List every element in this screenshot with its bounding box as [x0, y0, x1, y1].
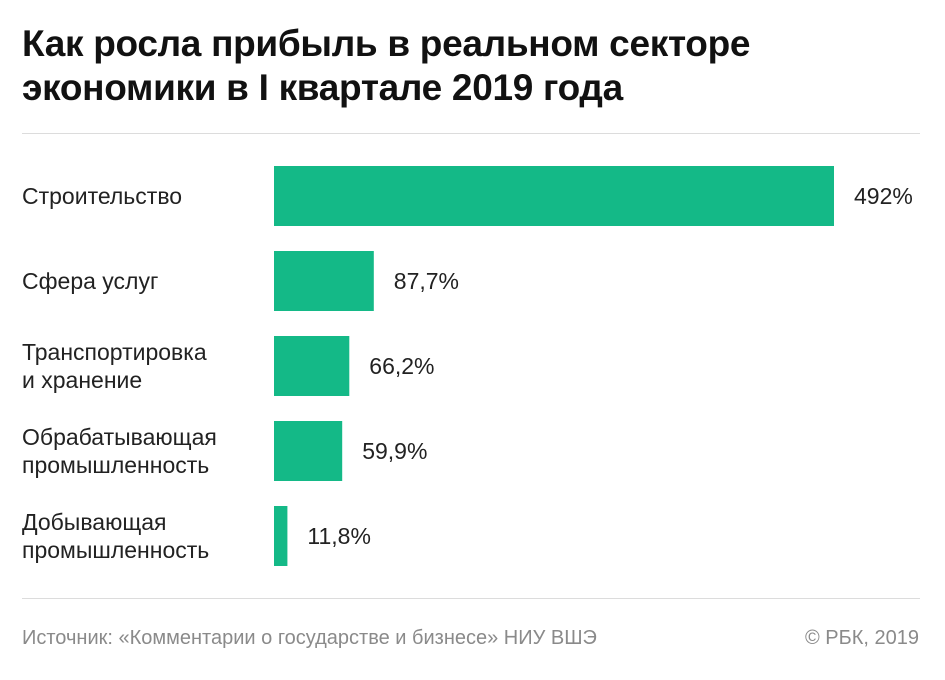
copyright-note: © РБК, 2019: [804, 627, 919, 649]
category-label-3: Обрабатывающая промышленность: [22, 424, 217, 478]
bar-0: [274, 166, 834, 226]
bar-1: [274, 251, 374, 311]
bar-3: [274, 421, 343, 481]
category-label-4: Добывающая промышленность: [22, 509, 209, 563]
top-divider: [22, 133, 920, 134]
chart-title: Как росла прибыль в реальном секторе эко…: [22, 23, 751, 108]
category-label-2: Транспортировка и хранение: [22, 339, 207, 393]
bar-4: [274, 506, 288, 566]
value-label-0: 492%: [854, 183, 913, 209]
category-label-0: Строительство: [22, 183, 182, 209]
bottom-divider: [22, 598, 920, 599]
bar-2: [274, 336, 350, 396]
value-label-2: 66,2%: [369, 353, 434, 379]
value-label-3: 59,9%: [362, 438, 427, 464]
source-note: Источник: «Комментарии о государстве и б…: [22, 627, 597, 649]
value-label-4: 11,8%: [307, 523, 371, 549]
value-label-1: 87,7%: [394, 268, 459, 294]
category-label-1: Сфера услуг: [22, 268, 158, 294]
